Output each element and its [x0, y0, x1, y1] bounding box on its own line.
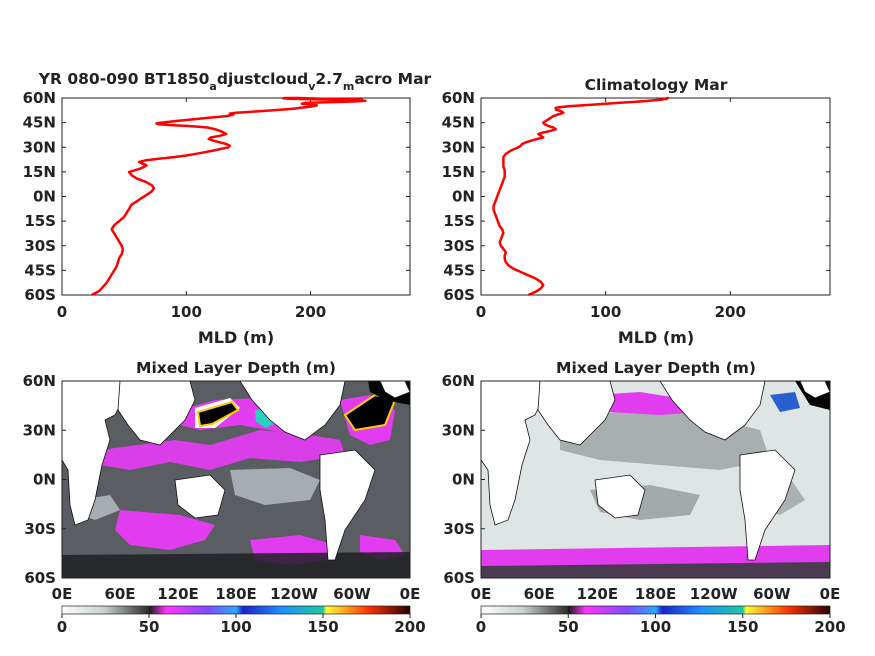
landmass-australia: [594, 474, 646, 519]
x-tick-label: 60E: [524, 585, 555, 603]
colorbar: [61, 605, 411, 615]
x-tick-label: 100: [171, 303, 202, 321]
y-tick-label: 0N: [452, 471, 475, 489]
mld-magenta-region: [100, 430, 345, 470]
x-tick-label: 0E: [471, 585, 492, 603]
y-tick-label: 60S: [443, 286, 475, 304]
mld-blue-region: [770, 392, 800, 412]
panel-climatology-map: Mixed Layer Depth (m) 60N 30N 0: [442, 359, 846, 636]
x-tick-label: 0E: [400, 585, 421, 603]
colorbar-tick-label: 200: [394, 618, 425, 636]
mld-magenta-region: [115, 510, 215, 550]
y-tick-label: 60S: [443, 569, 475, 587]
landmass-asia: [117, 381, 196, 446]
landmass-north-america: [659, 381, 766, 441]
y-tick-label: 30S: [443, 237, 475, 255]
colorbar-tick-label: 150: [307, 618, 338, 636]
mld-dark-band: [62, 552, 410, 578]
x-tick-label: 60W: [753, 585, 791, 603]
y-tick-label: 0N: [452, 188, 475, 206]
mld-dark-band: [481, 562, 830, 578]
y-tick-label: 45N: [442, 114, 475, 132]
y-tick-label: 60N: [23, 89, 56, 107]
y-tick-label: 15N: [23, 163, 56, 181]
y-tick-label: 0N: [33, 188, 56, 206]
y-tick-label: 60S: [24, 569, 56, 587]
colorbar-tick-label: 150: [727, 618, 758, 636]
x-tick-label: 120E: [577, 585, 619, 603]
colorbar-tick-label: 50: [558, 618, 579, 636]
x-tick-label: 180E: [635, 585, 677, 603]
mld-deep-region-atlantic: [343, 393, 397, 432]
y-tick-label: 60N: [442, 89, 475, 107]
landmass-greenland-europe: [799, 381, 830, 399]
y-tick-label: 30N: [23, 421, 56, 439]
colorbar-tick-label: 0: [476, 618, 486, 636]
y-tick-label: 45S: [24, 261, 56, 279]
landmass-south-america: [319, 449, 376, 561]
y-tick-label: 30N: [442, 138, 475, 156]
landmass-australia: [174, 474, 226, 519]
x-tick-label: 120W: [690, 585, 738, 603]
x-tick-label: 200: [295, 303, 326, 321]
map-title-climatology: Mixed Layer Depth (m): [556, 359, 756, 377]
y-tick-label: 30N: [442, 421, 475, 439]
colorbar-tick-label: 0: [57, 618, 67, 636]
y-tick-label: 15S: [443, 212, 475, 230]
landmass-south-america: [739, 449, 796, 561]
x-tick-label: 0E: [52, 585, 73, 603]
x-tick-label: 0: [57, 303, 67, 321]
series-line-climatology: [492, 96, 670, 297]
panel-model-profile: YR 080-090 BT1850adjustcloudv2.7macro Ma…: [23, 70, 432, 347]
x-tick-label: 0: [476, 303, 486, 321]
y-tick-label: 45S: [443, 261, 475, 279]
colorbar-tick-label: 100: [220, 618, 251, 636]
x-tick-label: 180E: [215, 585, 257, 603]
y-tick-label: 15S: [24, 212, 56, 230]
y-tick-label: 60N: [442, 372, 475, 390]
x-tick-label: 120E: [157, 585, 199, 603]
y-tick-label: 30S: [24, 237, 56, 255]
colorbar-tick-label: 200: [814, 618, 845, 636]
landmass-greenland-europe: [379, 381, 410, 399]
series-line-model: [91, 96, 367, 297]
mld-deep-region-pacific: [196, 400, 240, 428]
landmass-north-america: [239, 381, 346, 441]
y-tick-label: 15N: [442, 163, 475, 181]
colorbar-tick-label: 100: [640, 618, 671, 636]
x-tick-label: 0E: [820, 585, 841, 603]
plot-frame: [480, 97, 831, 296]
panel-climatology-profile: Climatology Mar 60N 45N 30N 15N 0N 15S 30S 45S 6…: [442, 76, 831, 347]
y-tick-label: 0N: [33, 471, 56, 489]
y-tick-label: 45N: [23, 114, 56, 132]
x-tick-label: 200: [715, 303, 746, 321]
panel-model-map: Mixed Layer Depth (m): [23, 359, 426, 636]
panel-model-title: YR 080-090 BT1850adjustcloudv2.7macro Ma…: [38, 70, 432, 93]
x-axis-label: MLD (m): [198, 328, 274, 347]
y-tick-label: 30S: [24, 520, 56, 538]
x-tick-label: 100: [590, 303, 621, 321]
x-axis-label: MLD (m): [618, 328, 694, 347]
x-tick-label: 120W: [270, 585, 318, 603]
landmass-asia: [537, 381, 616, 446]
colorbar-tick-label: 50: [139, 618, 160, 636]
x-tick-label: 60E: [104, 585, 135, 603]
y-tick-label: 30S: [443, 520, 475, 538]
mld-light-region: [230, 468, 320, 505]
plot-frame: [61, 97, 411, 296]
y-tick-label: 30N: [23, 138, 56, 156]
colorbar: [480, 605, 831, 615]
panel-climatology-title: Climatology Mar: [585, 76, 728, 94]
map-title-model: Mixed Layer Depth (m): [136, 359, 336, 377]
x-tick-label: 60W: [333, 585, 371, 603]
y-tick-label: 60S: [24, 286, 56, 304]
y-tick-label: 60N: [23, 372, 56, 390]
